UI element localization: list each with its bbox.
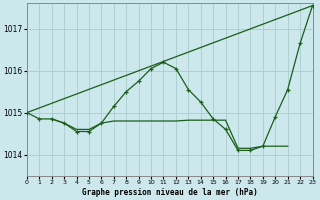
X-axis label: Graphe pression niveau de la mer (hPa): Graphe pression niveau de la mer (hPa) (82, 188, 258, 197)
